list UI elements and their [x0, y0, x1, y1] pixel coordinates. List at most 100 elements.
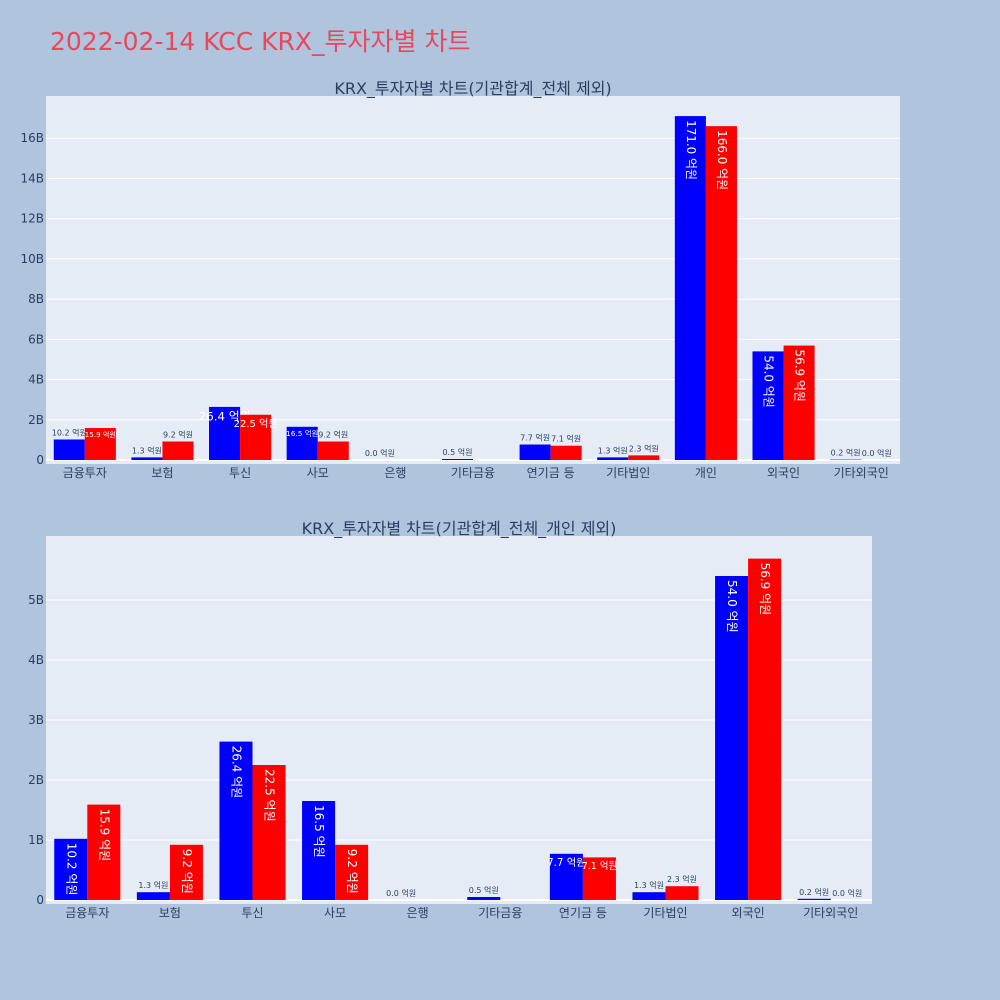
bar-b [252, 765, 286, 900]
bar-a [632, 892, 666, 900]
bar-value-label: 0.2 억원 [799, 887, 829, 897]
bar-b [317, 441, 349, 460]
bar-value-label: 7.1 억원 [551, 434, 581, 444]
bar-value-label: 16.5 억원 [286, 429, 318, 438]
x-tick-label: 기타외국인 [834, 466, 889, 480]
bar-value-label: 0.0 억원 [862, 448, 892, 458]
y-tick-label: 16B [20, 131, 44, 145]
bar-value-label: 10.2 억원 [52, 427, 87, 437]
page-title: 2022-02-14 KCC KRX_투자자별 차트 [50, 27, 471, 56]
bar-value-label: 10.2 억원 [64, 843, 78, 896]
bar-value-label: 26.4 억원 [229, 746, 243, 799]
bar-b [335, 844, 369, 900]
y-tick-label: 2B [28, 413, 44, 427]
bar-a [797, 898, 831, 900]
y-tick-label: 4B [28, 653, 44, 667]
x-tick-label: 개인 [695, 466, 717, 480]
bar-b [240, 414, 272, 460]
x-tick-label: 기타법인 [643, 906, 687, 920]
bar-value-label: 2.3 억원 [667, 874, 697, 884]
bar-a [467, 897, 501, 900]
x-tick-label: 은행 [407, 905, 429, 920]
bar-value-label: 166.0 억원 [715, 130, 729, 190]
bar-a [597, 457, 629, 460]
bar-a [519, 444, 551, 460]
y-tick-label: 5B [28, 593, 44, 607]
y-tick-label: 1B [28, 833, 44, 847]
y-tick-label: 4B [28, 373, 44, 387]
bar-value-label: 0.0 억원 [386, 888, 416, 898]
y-tick-label: 0 [36, 453, 44, 467]
bar-value-label: 26.4 억원 [199, 410, 251, 424]
bar-value-label: 1.3 억원 [132, 445, 162, 455]
bar-a [752, 351, 784, 460]
x-tick-label: 금융투자 [65, 906, 109, 920]
x-tick-label: 외국인 [767, 466, 800, 480]
bar-b [550, 445, 582, 460]
bar-value-label: 0.5 억원 [469, 885, 499, 895]
x-tick-label: 기타법인 [606, 466, 650, 480]
bar-b [628, 455, 660, 460]
bar-value-label: 171.0 억원 [684, 120, 698, 180]
bar-a [286, 426, 318, 460]
y-tick-label: 10B [20, 252, 44, 266]
x-tick-label: 투신 [241, 906, 263, 920]
y-tick-label: 8B [28, 292, 44, 306]
chart-title: KRX_투자자별 차트(기관합계_전체_개인 제외) [302, 519, 617, 539]
bar-value-label: 15.9 억원 [85, 430, 116, 439]
bar-value-label: 54.0 억원 [725, 580, 739, 633]
bar-value-label: 56.9 억원 [758, 563, 772, 616]
chart-title: KRX_투자자별 차트(기관합계_전체 제외) [334, 79, 611, 99]
bar-value-label: 2.3 억원 [629, 443, 659, 453]
bar-value-label: 9.2 억원 [180, 849, 194, 894]
bar-value-label: 0.0 억원 [365, 448, 395, 458]
x-tick-label: 연기금 등 [559, 906, 607, 920]
x-tick-label: 은행 [384, 465, 406, 480]
bar-b [783, 345, 815, 460]
bar-a [674, 116, 706, 460]
bar-a [54, 838, 88, 900]
bar-a [209, 406, 241, 460]
bar-a [302, 801, 336, 900]
bar-b [748, 558, 782, 900]
bar-a [53, 439, 85, 460]
bar-value-label: 1.3 억원 [138, 880, 168, 890]
y-tick-label: 6B [28, 332, 44, 346]
bar-value-label: 15.9 억원 [97, 809, 111, 862]
x-tick-label: 금융투자 [63, 466, 107, 480]
bar-value-label: 7.7 억원 [547, 857, 585, 869]
bar-value-label: 0.2 억원 [831, 448, 861, 458]
x-tick-label: 보험 [159, 906, 181, 920]
x-tick-label: 투신 [229, 466, 251, 480]
x-tick-label: 사모 [307, 466, 329, 480]
bar-a [219, 741, 253, 900]
bar-a [441, 458, 473, 460]
bar-value-label: 22.5 억원 [234, 418, 278, 430]
bar-value-label: 9.2 억원 [345, 849, 359, 894]
bar-value-label: 7.7 억원 [520, 433, 550, 443]
bar-value-label: 16.5 억원 [312, 805, 326, 858]
bar-value-label: 1.3 억원 [634, 880, 664, 890]
bar-a [136, 892, 170, 900]
x-tick-label: 외국인 [732, 906, 765, 920]
bar-value-label: 56.9 억원 [793, 350, 807, 402]
y-tick-label: 14B [20, 171, 44, 185]
y-tick-label: 3B [28, 713, 44, 727]
bar-value-label: 1.3 억원 [598, 445, 628, 455]
bar-value-label: 9.2 억원 [163, 429, 193, 439]
y-tick-label: 0 [36, 893, 44, 907]
x-tick-label: 사모 [324, 906, 346, 920]
x-tick-label: 기타외국인 [803, 906, 858, 920]
bar-value-label: 0.0 억원 [832, 888, 862, 898]
x-tick-label: 보험 [151, 466, 173, 480]
bar-b [582, 857, 616, 900]
bar-value-label: 9.2 억원 [318, 429, 348, 439]
bar-a [131, 457, 163, 460]
bar-value-label: 0.5 억원 [442, 447, 472, 457]
bar-a [549, 853, 583, 900]
x-tick-label: 기타금융 [478, 906, 522, 920]
bar-b [665, 886, 699, 900]
bar-value-label: 54.0 억원 [762, 355, 776, 407]
bar-value-label: 22.5 억원 [263, 769, 277, 822]
bar-b [705, 126, 737, 461]
